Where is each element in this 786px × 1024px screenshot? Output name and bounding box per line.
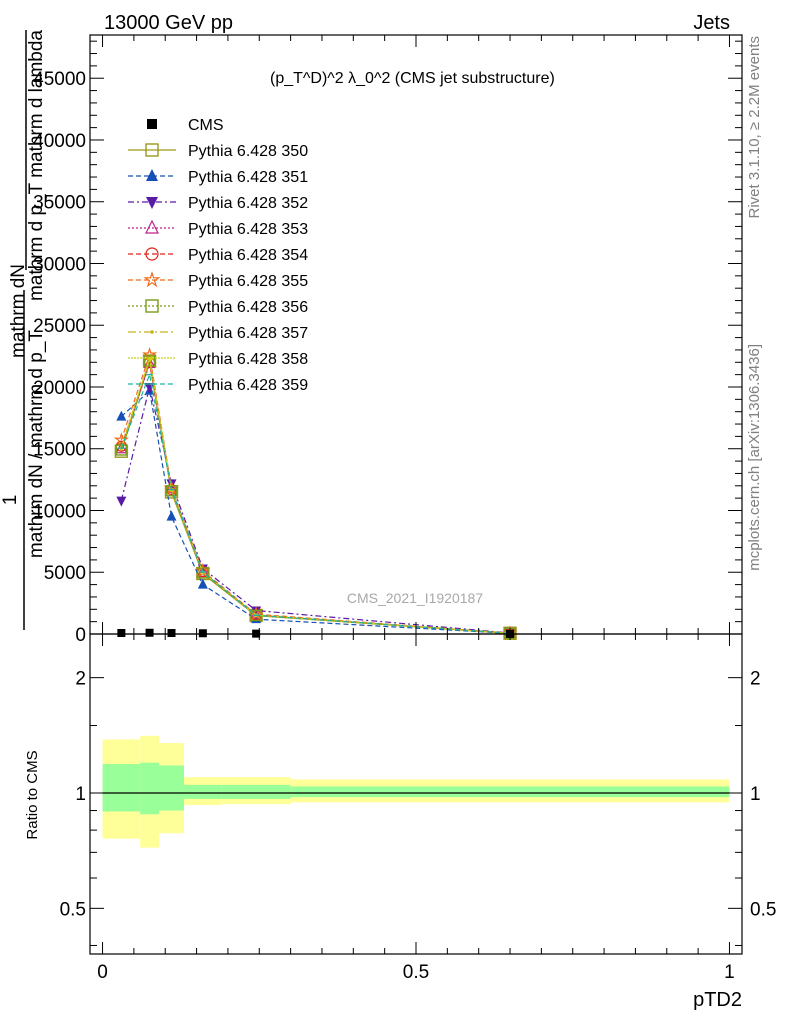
y-tick-label: 20000: [33, 378, 86, 399]
legend-marker: [147, 119, 157, 129]
x-tick-label: 1: [724, 962, 735, 983]
ratio-y-tick-label: 0.5: [60, 899, 86, 920]
series-line-5: [120, 354, 511, 634]
watermark: CMS_2021_I1920187: [347, 590, 483, 606]
ratio-y-tick-label-right: 1: [750, 784, 761, 805]
ratio-band-inner: [221, 784, 291, 799]
cms-point: [167, 629, 176, 638]
series-point: [197, 578, 208, 589]
header-right: Jets: [693, 12, 730, 34]
y-tick-label: 25000: [33, 316, 86, 337]
legend-label: Pythia 6.428 359: [188, 377, 308, 394]
legend-marker: [145, 219, 159, 234]
legend-marker: [145, 143, 159, 157]
main-title: (p_T^D)^2 λ_0^2 (CMS jet substructure): [270, 70, 555, 87]
ratio-y-tick-label: 1: [75, 784, 86, 805]
main-data: [113, 346, 518, 640]
series-point: [116, 496, 127, 507]
series-point: [165, 485, 178, 497]
y-tick-label: 0: [75, 625, 86, 646]
legend-marker: [145, 247, 159, 261]
header-left: 13000 GeV pp: [104, 12, 233, 34]
series-point: [197, 567, 209, 579]
series-point: [251, 606, 262, 617]
x-tick-label: 0.5: [403, 962, 429, 983]
series-line-1: [120, 389, 511, 634]
legend-marker: [150, 356, 154, 360]
ylabel-line-2: mathrm d p_T mathrm d lambda: [26, 30, 47, 301]
ratio-ylabel: Ratio to CMS: [24, 750, 41, 839]
cms-point: [117, 629, 126, 638]
legend-label: CMS: [188, 117, 224, 134]
legend-label: Pythia 6.428 356: [188, 299, 308, 316]
cms-point: [198, 629, 207, 638]
x-tick-label: 0: [97, 962, 108, 983]
legend-label: Pythia 6.428 350: [188, 143, 308, 160]
ratio-bands: [102, 735, 730, 848]
ylabel-line-4: mathrm dN / mathrm d p_T: [26, 330, 47, 558]
legend-label: Pythia 6.428 352: [188, 195, 308, 212]
axes: 0 0.5 1 0 5000 10000 15000 20000 25000 30000 35000…: [33, 34, 776, 983]
series-point: [116, 410, 127, 421]
ratio-band-inner: [290, 786, 730, 798]
series-line-2: [120, 386, 511, 634]
legend-label: Pythia 6.428 358: [188, 351, 308, 368]
y-tick-label: 30000: [33, 254, 86, 275]
legend-label: Pythia 6.428 351: [188, 169, 308, 186]
series-point: [143, 355, 156, 367]
series-point: [165, 480, 178, 493]
series-point: [166, 510, 177, 521]
ratio-band-inner: [140, 762, 159, 815]
legend-label: Pythia 6.428 353: [188, 221, 308, 238]
y-tick-label: 45000: [33, 69, 86, 90]
ratio-band-inner: [102, 764, 141, 812]
y-tick-label: 15000: [33, 440, 86, 461]
y-tick-label: 5000: [44, 563, 86, 584]
legend: CMS Pythia 6.428 350 Pythia 6.428 351 Pythi…: [128, 117, 308, 394]
legend-marker: [146, 197, 158, 209]
y-tick-label: 35000: [33, 193, 86, 214]
cms-point: [145, 628, 154, 637]
legend-marker: [145, 299, 159, 313]
ratio-band-inner: [184, 784, 222, 799]
legend-marker: [143, 271, 161, 288]
y-tick-label: 10000: [33, 501, 86, 522]
legend-marker: [150, 330, 154, 334]
ylabel-line-3: 1: [0, 495, 21, 506]
ratio-y-tick-label: 2: [75, 669, 86, 690]
main-ylabel: mathrm dN mathrm d p_T mathrm d lambda 1…: [0, 30, 47, 630]
x-axis-label: pTD2: [693, 989, 742, 1011]
legend-label: Pythia 6.428 354: [188, 247, 308, 264]
mcplots-label: mcplots.cern.ch [arXiv:1306.3436]: [746, 344, 763, 571]
legend-label: Pythia 6.428 357: [188, 325, 308, 342]
rivet-label: Rivet 3.1.10, ≥ 2.2M events: [746, 36, 763, 219]
series-line-9: [120, 372, 511, 634]
legend-marker: [146, 169, 158, 181]
y-tick-label: 40000: [33, 131, 86, 152]
ratio-y-tick-label-right: 0.5: [750, 899, 776, 920]
ratio-y-tick-label-right: 2: [750, 669, 761, 690]
series-point: [115, 444, 128, 456]
ratio-band-inner: [158, 765, 185, 811]
legend-label: Pythia 6.428 355: [188, 273, 308, 290]
